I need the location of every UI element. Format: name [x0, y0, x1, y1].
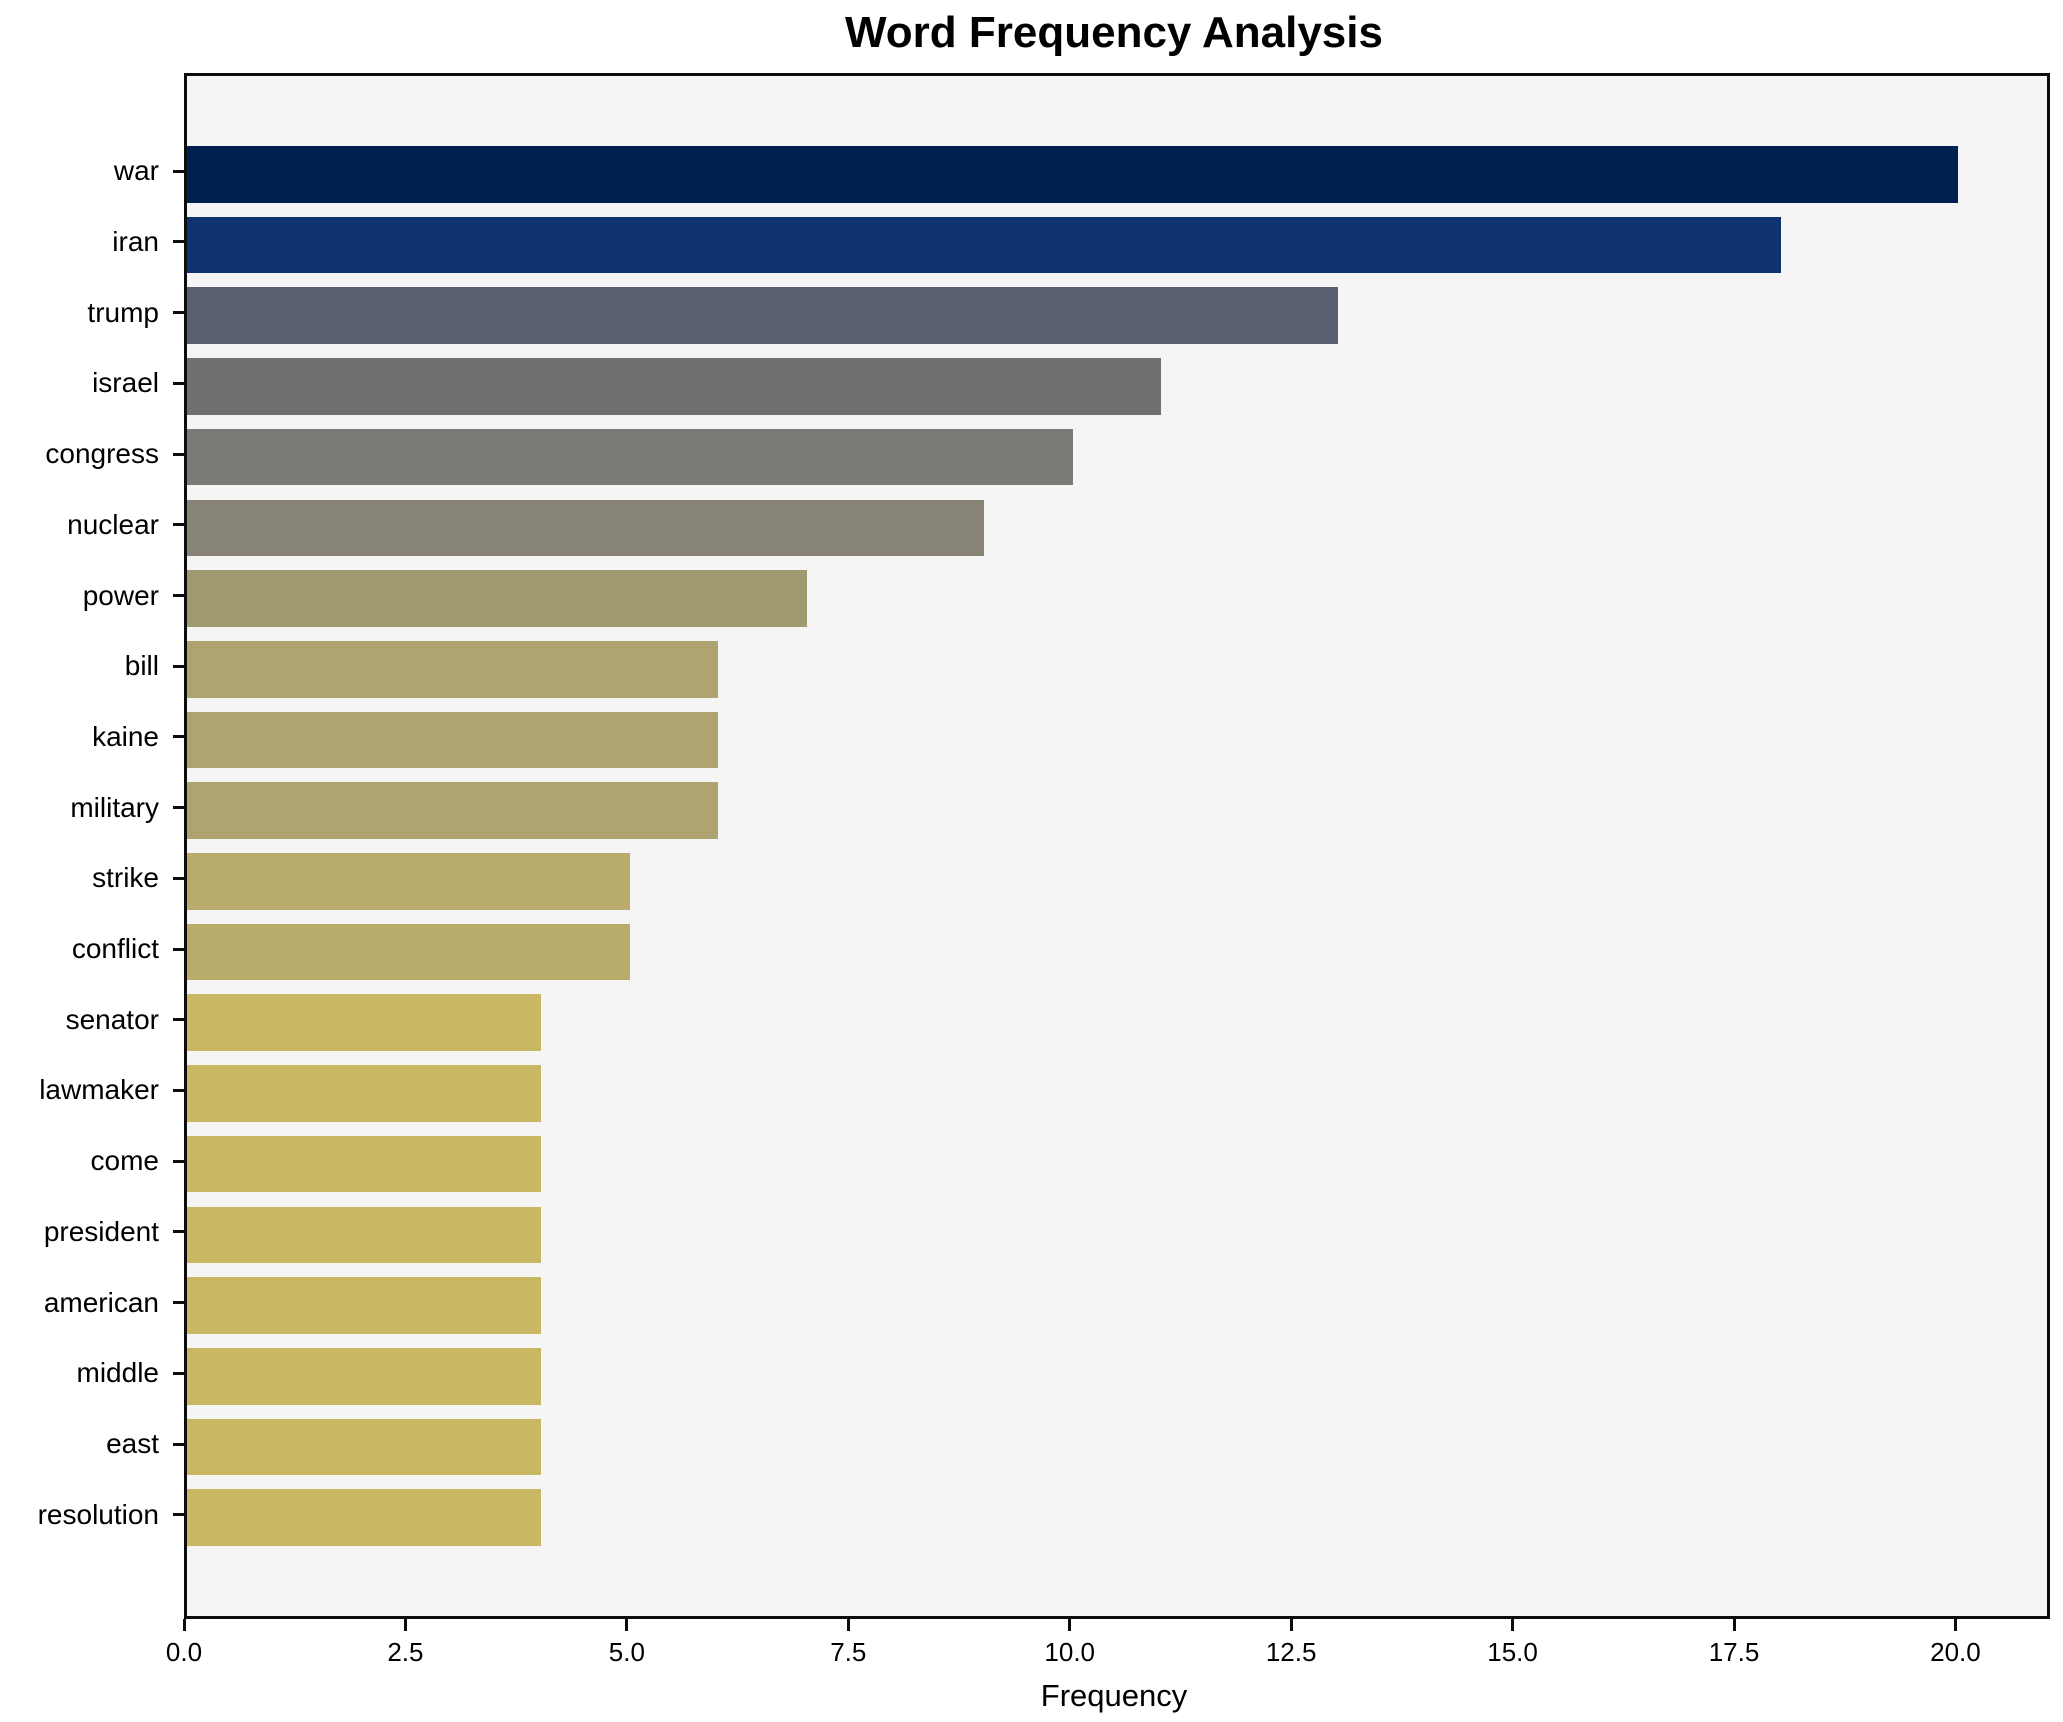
y-tick-label: east [106, 1428, 159, 1459]
y-tick-label: congress [45, 438, 159, 470]
y-tick-mark [173, 240, 184, 244]
x-tick-mark [403, 1619, 407, 1631]
y-tick-label: resolution [37, 1498, 159, 1530]
y-tick-mark [173, 664, 184, 668]
bar-strike [187, 853, 630, 910]
bar-power [187, 570, 807, 627]
y-tick-mark [173, 1230, 184, 1234]
x-tick-label: 7.5 [830, 1637, 867, 1667]
y-tick-label: lawmaker [39, 1074, 159, 1106]
bar-east [187, 1418, 542, 1476]
y-tick-mark [173, 1301, 184, 1305]
bar-conflict [187, 923, 630, 981]
y-tick-mark [173, 381, 184, 385]
x-tick-label: 20.0 [1930, 1637, 1981, 1667]
bar-kaine [187, 711, 719, 769]
y-tick-label: come [90, 1145, 159, 1177]
x-tick-mark [625, 1619, 629, 1631]
x-tick-label: 5.0 [608, 1637, 645, 1667]
y-tick-mark [173, 1371, 184, 1375]
x-tick-mark [1732, 1619, 1736, 1631]
y-tick-label: kaine [92, 720, 159, 752]
y-tick-label: president [43, 1215, 159, 1247]
bar-senator [187, 994, 542, 1052]
x-tick-mark [1511, 1619, 1515, 1631]
y-tick-mark [173, 1159, 184, 1163]
bar-resolution [187, 1489, 542, 1546]
y-tick-mark [173, 1018, 184, 1022]
y-tick-mark [173, 806, 184, 810]
x-tick-label: 10.0 [1044, 1637, 1096, 1667]
bar-military [187, 782, 719, 839]
y-tick-mark [173, 735, 184, 739]
x-tick-label: 15.0 [1487, 1637, 1538, 1667]
bar-congress [187, 428, 1073, 486]
bar-middle [187, 1348, 542, 1405]
x-tick-mark [1953, 1619, 1957, 1631]
x-tick-mark [182, 1619, 186, 1631]
chart-title: Word Frequency Analysis [845, 8, 1383, 57]
y-tick-label: nuclear [67, 508, 159, 540]
x-axis-label: Frequency [1040, 1678, 1188, 1713]
y-tick-label: israel [92, 367, 159, 399]
bar-lawmaker [187, 1065, 542, 1122]
y-tick-mark [173, 594, 184, 598]
y-tick-label: middle [76, 1357, 159, 1389]
y-tick-label: iran [112, 225, 159, 257]
bar-iran [187, 216, 1782, 274]
bar-nuclear [187, 499, 985, 557]
y-tick-mark [173, 169, 184, 173]
y-tick-mark [173, 947, 184, 951]
y-tick-label: trump [87, 296, 159, 328]
y-tick-label: war [113, 155, 159, 187]
x-tick-label: 0.0 [165, 1637, 203, 1667]
y-tick-label: military [70, 791, 159, 823]
y-tick-mark [173, 452, 184, 456]
y-tick-label: bill [124, 650, 159, 682]
y-tick-label: conflict [71, 933, 159, 965]
x-tick-mark [846, 1619, 850, 1631]
y-tick-mark [173, 876, 184, 880]
bar-president [187, 1206, 542, 1264]
x-tick-label: 12.5 [1265, 1637, 1317, 1667]
y-tick-mark [173, 1442, 184, 1446]
bar-israel [187, 358, 1162, 415]
y-tick-mark [173, 311, 184, 315]
y-tick-mark [173, 523, 184, 527]
y-tick-label: strike [92, 862, 159, 894]
bar-bill [187, 640, 719, 698]
bar-trump [187, 287, 1339, 344]
y-tick-label: american [43, 1286, 159, 1318]
bar-come [187, 1135, 542, 1193]
y-tick-label: power [82, 579, 159, 611]
y-tick-mark [173, 1088, 184, 1092]
bar-american [187, 1277, 542, 1334]
plot-area [184, 73, 2050, 1619]
x-tick-label: 2.5 [387, 1637, 424, 1667]
bar-war [187, 146, 1959, 203]
x-tick-label: 17.5 [1708, 1637, 1760, 1667]
y-tick-label: senator [65, 1003, 159, 1035]
x-tick-mark [1068, 1619, 1072, 1631]
x-tick-mark [1289, 1619, 1293, 1631]
y-tick-mark [173, 1513, 184, 1517]
